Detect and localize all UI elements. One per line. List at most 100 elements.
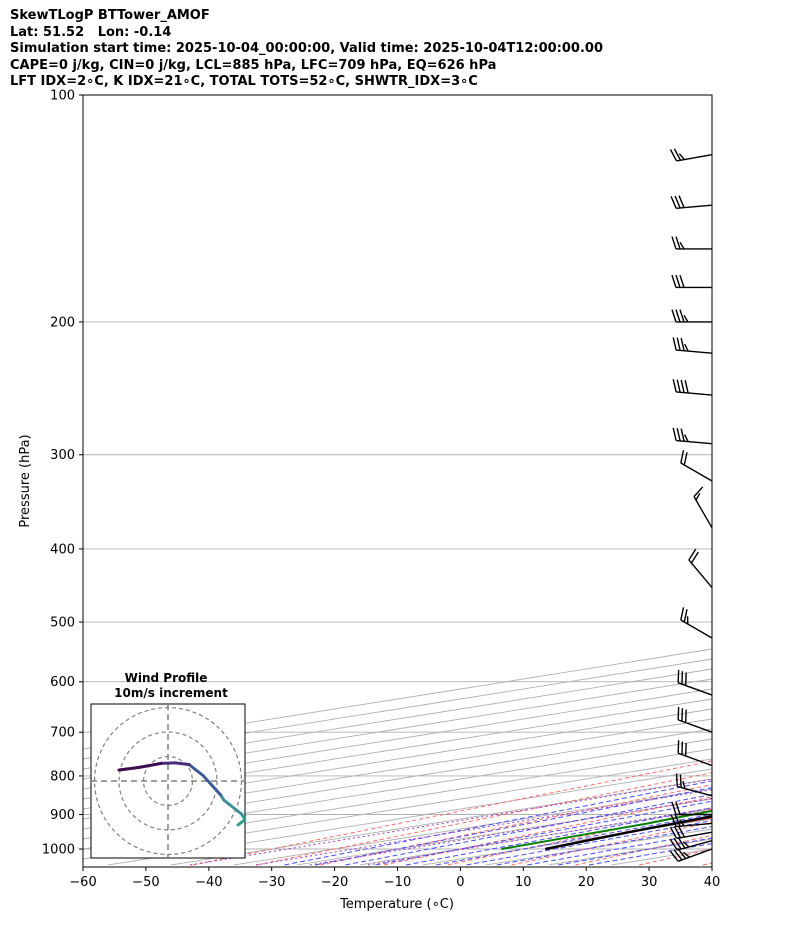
- wind-barb: [672, 427, 713, 445]
- hodograph-ring: [118, 731, 218, 831]
- hodograph-segment: [187, 763, 205, 777]
- wind-barb: [669, 148, 713, 162]
- y-tick-label: 1000: [42, 843, 75, 858]
- wind-barb-feather: [676, 337, 681, 351]
- time-line: Simulation start time: 2025-10-04_00:00:…: [10, 41, 603, 56]
- location-line: Lat: 51.52 Lon: -0.14: [10, 24, 172, 40]
- x-tick-label: −30: [258, 875, 285, 890]
- moist-adiabat-line: [466, 819, 712, 866]
- wind-barb-shaft: [676, 822, 713, 828]
- y-tick-label: 300: [50, 448, 75, 463]
- wind-barb-feather: [675, 801, 681, 815]
- wind-barb-feather: [688, 548, 697, 561]
- wind-barb-feather: [671, 236, 677, 250]
- y-tick-label: 900: [50, 808, 75, 823]
- x-axis-ticks: −60 −50 −40 −30 −20 −10 0 10 20 30 40: [69, 867, 720, 890]
- wind-barb-shaft: [676, 439, 713, 445]
- x-tick-label: 40: [704, 875, 721, 890]
- hodograph-subtitle: 10m/s increment: [114, 686, 228, 700]
- x-tick-label: 30: [641, 875, 658, 890]
- wind-barb-feather: [675, 309, 681, 323]
- wind-barb: [693, 486, 713, 529]
- wind-barb: [680, 450, 713, 482]
- moist-adiabat-line: [558, 837, 712, 866]
- wind-barb-feather: [678, 153, 685, 161]
- wind-barb: [680, 607, 713, 639]
- dry-adiabat-line: [511, 821, 712, 866]
- dry-adiabat-line: [383, 796, 712, 866]
- wind-barb-feather: [683, 609, 688, 623]
- mixing-ratio-line: [309, 797, 712, 866]
- mixing-ratio-line: [190, 778, 712, 866]
- y-tick-label: 500: [50, 616, 75, 631]
- chart-title: SkewTLogP BTTower_AMOF: [10, 8, 210, 23]
- wind-barb-feather: [675, 236, 681, 250]
- wind-barb-shaft: [677, 682, 713, 696]
- wind-barb-feather: [678, 195, 685, 208]
- wind-barb-feather: [674, 195, 681, 209]
- wind-barb: [671, 801, 712, 816]
- isotherm-line: [83, 708, 712, 810]
- hodograph-title: Wind Profile: [125, 671, 208, 685]
- wind-barb: [677, 669, 713, 696]
- wind-barb: [669, 825, 713, 840]
- y-tick-label: 800: [50, 769, 75, 784]
- wind-barb-feather: [670, 196, 677, 209]
- wind-barb-feather: [682, 780, 686, 789]
- wind-barb-shaft: [677, 840, 713, 851]
- x-axis-label: Temperature (∘C): [339, 897, 454, 912]
- wind-barb-feather: [680, 450, 685, 464]
- mixing-ratio-line: [367, 807, 712, 866]
- moist-adiabat-line: [588, 843, 712, 866]
- y-tick-label: 200: [50, 315, 75, 330]
- wind-barb: [670, 814, 713, 828]
- wind-barb-shaft: [676, 204, 713, 210]
- dry-adiabat-line: [639, 848, 712, 866]
- wind-barb-feather: [682, 841, 690, 848]
- isotherm-line: [359, 808, 712, 866]
- wind-barb: [671, 309, 712, 323]
- wind-barb-feather: [679, 274, 685, 288]
- dry-adiabat-line: [447, 808, 712, 866]
- hodograph-segment: [173, 761, 191, 766]
- isotherm-line: [83, 668, 712, 770]
- wind-barb-shaft: [677, 719, 713, 733]
- isotherm-line: [611, 848, 712, 866]
- wind-barb-feather: [673, 849, 683, 861]
- wind-barb-feather: [673, 837, 682, 850]
- wind-barb-feather: [682, 851, 690, 858]
- wind-barb-feather: [684, 380, 689, 394]
- wind-barb-feather: [690, 551, 699, 564]
- y-tick-label: 100: [50, 89, 75, 104]
- moist-adiabat-line: [284, 780, 712, 866]
- wind-barbs: [669, 148, 713, 862]
- wind-barb-feather: [671, 801, 677, 815]
- wind-barb-feather: [679, 774, 682, 788]
- wind-barb: [677, 706, 713, 733]
- y-tick-label: 400: [50, 542, 75, 557]
- wind-barb: [669, 836, 713, 851]
- wind-barb-shaft: [677, 848, 713, 862]
- wind-barb-feather: [672, 337, 677, 351]
- wind-barb-feather: [695, 492, 701, 501]
- moist-adiabat-line: [436, 813, 712, 866]
- wind-barb-feather: [693, 486, 704, 498]
- cape-line: CAPE=0 j/kg, CIN=0 j/kg, LCL=885 hPa, LF…: [10, 57, 497, 73]
- isotherm-line: [296, 798, 712, 866]
- wind-barb-feather: [672, 379, 677, 393]
- x-tick-label: −10: [384, 875, 411, 890]
- isotherm-line: [83, 728, 712, 830]
- x-tick-label: 20: [578, 875, 595, 890]
- wind-barb: [677, 740, 713, 767]
- hodograph-segment: [201, 774, 222, 797]
- wind-barb-feather: [684, 343, 689, 352]
- wind-barb-shaft: [676, 154, 713, 162]
- wind-barb-feather: [670, 814, 677, 827]
- wind-barb: [670, 195, 713, 210]
- moist-adiabat-line: [314, 787, 712, 866]
- wind-barb-feather: [674, 814, 681, 827]
- wind-barb-feather: [678, 819, 685, 827]
- chart-header: SkewTLogP BTTower_AMOF Lat: 51.52 Lon: -…: [10, 8, 790, 91]
- wind-barb-feather: [669, 850, 679, 862]
- moist-adiabat-line: [345, 793, 712, 866]
